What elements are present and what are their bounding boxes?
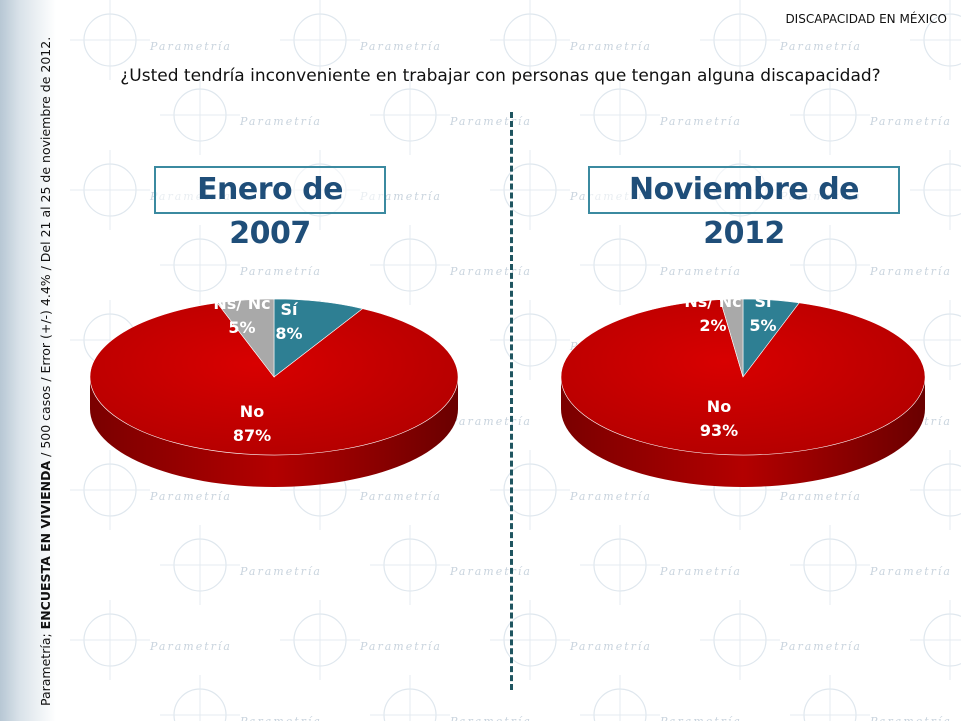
slice-value-label: 8% [275,324,302,343]
watermark-text: Parametría [449,565,532,578]
watermark-text: Parametría [659,115,742,128]
watermark-text: Parametría [149,640,232,653]
watermark-text: Parametría [779,40,862,53]
watermark-text: Parametría [869,115,952,128]
watermark-text: Parametría [239,565,322,578]
watermark-text: Parametría [659,565,742,578]
watermark-text: Parametría [149,490,232,503]
watermark-text: Parametría [239,115,322,128]
pie-chart-0: Sí 8% No 87% Ns/ Nc 5% [89,294,459,487]
watermark-text: Parametría [569,40,652,53]
slice-value-label: 5% [749,316,776,335]
slice-name-label: No [707,397,731,416]
slice-name-label: Ns/ Nc [213,294,270,313]
chart-title-2012: Noviembre de 2012 [588,166,900,251]
pie-slice-nsnc [719,298,744,378]
slice-name-label: Sí [754,292,773,311]
survey-question: ¿Usted tendría inconveniente en trabajar… [120,66,881,86]
chart-divider [510,112,513,690]
watermark-text: Parametría [149,40,232,53]
slice-value-label: 93% [700,421,738,440]
watermark-text: Parametría [239,265,322,278]
watermark-text: Parametría [449,265,532,278]
watermark-text: Parametría [869,565,952,578]
pie-chart-1: Sí 5% No 93% Ns/ Nc 2% [560,292,926,487]
watermark-text: Parametría [239,715,322,721]
watermark-text: Parametría [779,640,862,653]
pie-side-wall [90,377,458,487]
watermark-text: Parametría [569,490,652,503]
pie-slice-sí [273,298,364,378]
watermark-text: Parametría [359,40,442,53]
section-tag: DISCAPACIDAD EN MÉXICO [785,12,947,26]
pie-slice-no [560,299,926,456]
watermark-text: Parametría [869,715,952,721]
watermark-text: Parametría [659,265,742,278]
pie-slice-nsnc [216,298,275,378]
watermark-text: Parametría [779,490,862,503]
watermark-text: Parametría [359,490,442,503]
slice-value-label: 5% [228,318,255,337]
slice-value-label: 87% [233,426,271,445]
pie-side-wall [561,377,925,487]
watermark-text: Parametría [659,715,742,721]
watermark-text: Parametría [449,115,532,128]
slice-name-label: Ns/ Nc [684,292,741,311]
left-decorative-strip [0,0,56,721]
slice-name-label: Sí [280,300,299,319]
watermark-text: Parametría [359,640,442,653]
chart-title-2007: Enero de 2007 [154,166,386,251]
slice-value-label: 2% [699,316,726,335]
watermark-text: Parametría [569,640,652,653]
slice-name-label: No [240,402,264,421]
pie-slice-no [89,302,459,456]
watermark-text: Parametría [449,715,532,721]
watermark-text: Parametría [869,265,952,278]
watermark-text: Parametría [449,415,532,428]
